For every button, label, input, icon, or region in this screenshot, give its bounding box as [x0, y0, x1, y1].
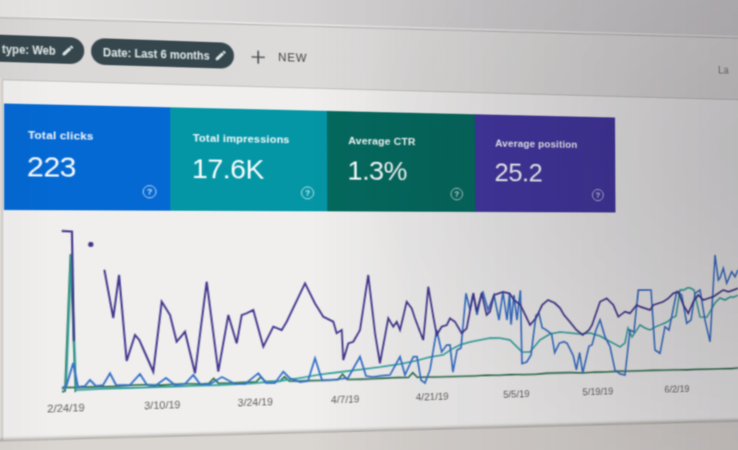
svg-text:Date: Last 6 months: Date: Last 6 months	[103, 45, 210, 62]
svg-text:type: Web: type: Web	[2, 42, 56, 58]
